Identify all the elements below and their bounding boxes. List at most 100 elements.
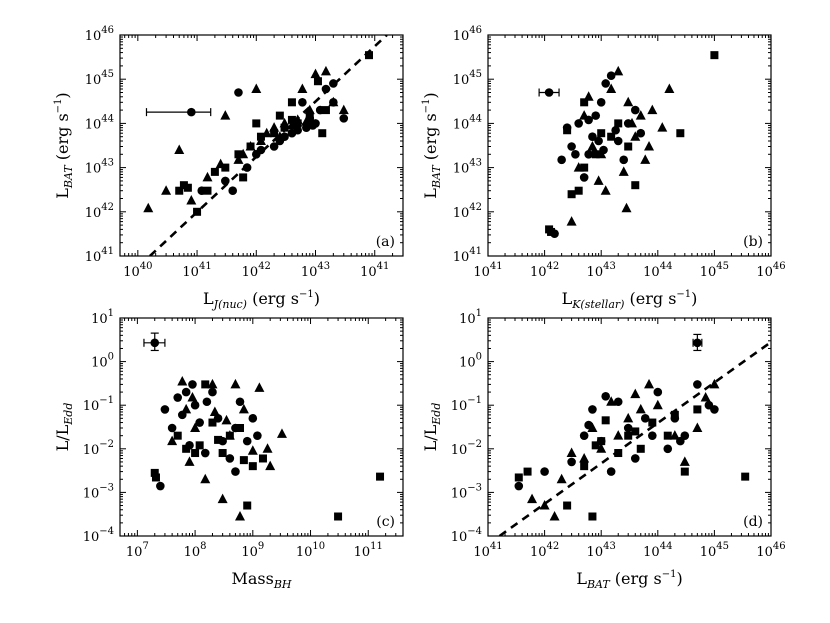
x-tick-label: 1041 — [473, 261, 502, 280]
circle-point — [574, 119, 583, 128]
square-point — [591, 441, 600, 450]
triangle-point — [328, 96, 339, 107]
triangle-point — [310, 68, 321, 79]
circle-point — [630, 454, 640, 463]
square-point — [239, 173, 248, 182]
triangle-point — [181, 403, 192, 414]
circle-point — [167, 423, 177, 433]
triangle-point — [657, 122, 668, 132]
square-point — [234, 150, 243, 159]
circle-point — [571, 149, 580, 159]
square-point — [182, 444, 191, 453]
fit-line — [498, 341, 771, 536]
square-point — [614, 119, 623, 128]
square-point — [588, 512, 597, 521]
circle-point — [202, 397, 212, 407]
data-layer — [538, 51, 719, 238]
circle-point — [235, 397, 245, 407]
triangle-point — [566, 216, 577, 226]
y-tick-label: 10−2 — [83, 439, 114, 458]
square-point — [580, 163, 589, 172]
triangle-point — [573, 162, 584, 172]
triangle-point — [233, 154, 244, 164]
circle-point — [619, 155, 629, 165]
triangle-point — [579, 110, 590, 120]
y-tick-label: 1043 — [453, 158, 482, 177]
square-point — [151, 473, 160, 482]
y-axis-label: LBAT (erg s−1) — [53, 92, 75, 198]
x-tick-label: 1044 — [643, 261, 672, 280]
square-point — [710, 51, 719, 60]
triangle-point — [224, 430, 235, 440]
square-point — [175, 186, 184, 195]
triangle-point — [613, 430, 624, 440]
square-point — [280, 123, 289, 132]
circle-point — [557, 155, 566, 165]
square-point — [547, 227, 556, 236]
circle-point — [228, 186, 238, 196]
circle-point — [596, 98, 606, 107]
triangle-point — [549, 511, 560, 521]
circle-point — [514, 481, 524, 491]
square-point — [270, 129, 279, 138]
triangle-point — [143, 202, 154, 213]
data-layer — [498, 333, 771, 536]
y-tick-label: 10−1 — [451, 395, 482, 414]
triangle-point — [269, 122, 280, 132]
x-tick-label: 1042 — [530, 541, 559, 560]
y-tick-label: 100 — [459, 352, 482, 371]
triangle-point — [679, 456, 690, 466]
circle-point — [287, 128, 297, 138]
square-point — [663, 431, 672, 440]
panel-letter: (b) — [743, 234, 763, 250]
circle-point — [648, 431, 657, 440]
square-point — [287, 98, 296, 107]
circle-point — [234, 88, 243, 97]
square-point — [183, 183, 192, 192]
circle-point — [663, 444, 673, 454]
y-tick-label: 10−3 — [83, 482, 114, 501]
square-point — [334, 512, 343, 521]
circle-point — [693, 380, 702, 389]
triangle-point — [630, 388, 641, 399]
circle-point — [594, 136, 603, 146]
circle-point — [221, 176, 230, 186]
square-point — [150, 468, 159, 477]
triangle-point — [709, 378, 720, 389]
circle-point — [653, 387, 663, 397]
square-point — [210, 167, 219, 176]
circle-point — [242, 163, 252, 172]
square-point — [614, 449, 623, 458]
triangle-point — [700, 392, 711, 402]
circle-point — [579, 173, 589, 182]
triangle-point — [647, 104, 658, 115]
triangle-point — [527, 493, 538, 504]
circle-point — [636, 128, 646, 138]
triangle-point — [600, 185, 611, 195]
triangle-point — [635, 403, 646, 414]
circle-point — [308, 121, 318, 130]
square-point — [624, 142, 633, 151]
triangle-point — [177, 375, 188, 386]
triangle-point — [230, 378, 241, 389]
circle-point — [623, 423, 633, 433]
triangle-point — [621, 202, 632, 213]
panel-letter: (a) — [376, 234, 395, 250]
circle-point — [339, 114, 349, 123]
panel-letter: (c) — [376, 514, 395, 530]
y-tick-label: 10−4 — [451, 526, 482, 545]
triangle-point — [644, 378, 655, 389]
triangle-point — [644, 141, 655, 151]
triangle-point — [593, 175, 604, 185]
y-tick-label: 1045 — [453, 69, 482, 88]
circle-point — [188, 380, 197, 389]
square-point — [514, 473, 523, 482]
triangle-point — [238, 148, 249, 159]
circle-point — [242, 436, 252, 446]
square-point — [318, 129, 327, 138]
square-point — [567, 190, 576, 199]
triangle-point — [186, 195, 197, 205]
square-point — [670, 410, 679, 419]
x-tick-label: 1042 — [530, 261, 559, 280]
square-point — [591, 150, 600, 159]
